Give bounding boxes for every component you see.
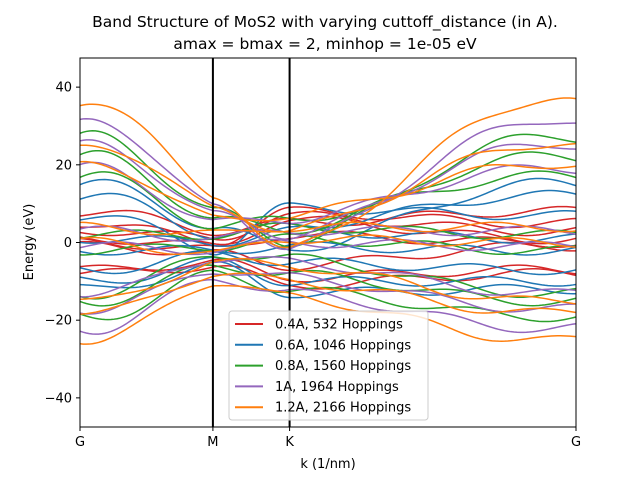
band-line-series-3-band-6: [80, 170, 576, 230]
x-tick-label: K: [285, 435, 294, 450]
band-line-series-5-band-5: [80, 221, 576, 236]
band-line-series-3-band-3: [80, 253, 576, 300]
band-line-series-4-band-7: [80, 139, 576, 241]
band-line-series-2-band-1: [80, 260, 576, 299]
x-tick-label: G: [571, 435, 581, 450]
band-line-series-4-band-1: [80, 278, 576, 335]
band-line-series-2-band-4: [80, 241, 576, 256]
band-line-series-1-band-3: [80, 240, 576, 272]
x-tick-label: M: [207, 435, 218, 450]
band-line-series-2-band-7: [80, 189, 576, 240]
y-axis: −40 −20 0 20 40: [45, 81, 80, 406]
band-line-series-3-band-7: [80, 149, 576, 235]
band-line-series-1-band-2: [80, 258, 576, 283]
y-tick-label: 0: [64, 236, 72, 251]
band-line-series-2-band-6: [80, 202, 576, 256]
band-line-series-4-band-5: [80, 225, 576, 242]
y-axis-label: Energy (eV): [22, 204, 37, 281]
legend-entry-label: 1A, 1964 Hoppings: [275, 380, 399, 395]
legend-entry-label: 0.8A, 1560 Hoppings: [275, 359, 411, 374]
plot-area: [80, 97, 576, 345]
legend-entry-label: 0.6A, 1046 Hoppings: [275, 338, 411, 353]
band-line-series-5-band-6: [80, 160, 576, 222]
legend-entry-label: 1.2A, 2166 Hoppings: [275, 401, 411, 416]
band-line-series-4-band-3: [80, 256, 576, 298]
chart-title-line-2: amax = bmax = 2, minhop = 1e-05 eV: [173, 35, 477, 53]
band-line-series-5-band-8: [80, 97, 576, 249]
band-line-series-5-band-2: [80, 272, 576, 315]
y-tick-label: −40: [45, 391, 72, 406]
band-line-series-2-band-3: [80, 249, 576, 276]
y-tick-label: 20: [55, 158, 72, 173]
band-line-series-4-band-4: [80, 238, 576, 256]
band-line-series-4-band-8: [80, 117, 576, 251]
x-axis-label: k (1/nm): [300, 457, 355, 472]
band-line-series-4-band-6: [80, 161, 576, 225]
chart-title-line-1: Band Structure of MoS2 with varying cutt…: [92, 13, 558, 32]
band-line-series-5-band-7: [80, 142, 576, 233]
legend-entry-label: 0.4A, 532 Hoppings: [275, 318, 403, 333]
x-tick-label: G: [75, 435, 85, 450]
legend: 0.4A, 532 Hoppings 0.6A, 1046 Hoppings 0.8…: [228, 310, 429, 421]
legend-box: [228, 310, 429, 421]
band-line-series-5-band-3: [80, 257, 576, 305]
y-tick-label: −20: [45, 314, 72, 329]
band-line-series-5-band-1: [80, 284, 576, 345]
band-line-series-5-band-4: [80, 234, 576, 255]
y-tick-label: 40: [55, 81, 72, 96]
band-line-series-1-band-7: [80, 206, 576, 247]
band-line-series-3-band-2: [80, 264, 576, 307]
